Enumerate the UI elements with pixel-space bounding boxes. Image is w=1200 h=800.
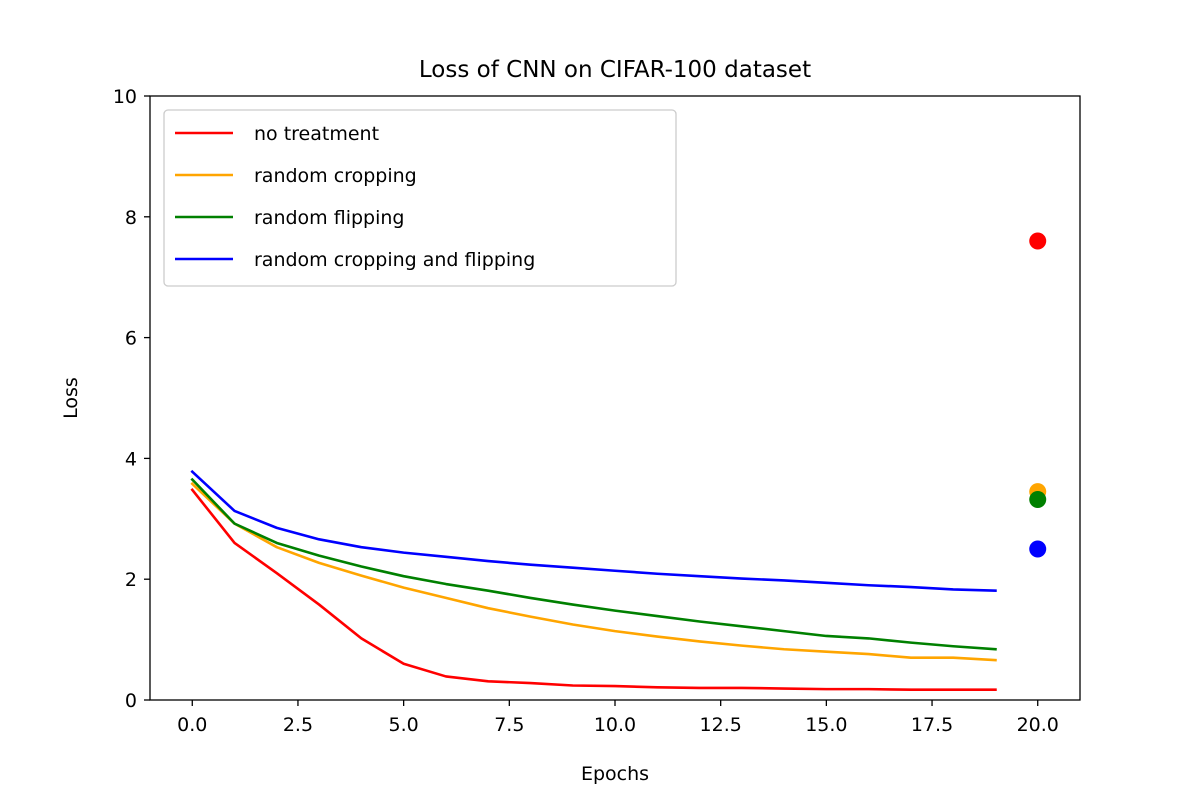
y-tick-label: 0 — [125, 690, 137, 712]
x-axis: 0.0 2.5 5.0 7.5 10.0 12.5 15.0 17.5 20.0 — [177, 700, 1059, 736]
x-axis-label: Epochs — [581, 763, 649, 785]
x-tick-label: 17.5 — [911, 714, 953, 736]
x-tick-label: 0.0 — [177, 714, 207, 736]
x-tick-label: 15.0 — [805, 714, 847, 736]
y-axis-label: Loss — [60, 377, 82, 419]
series-line-2 — [190, 481, 997, 662]
y-axis: 0 2 4 6 8 10 — [113, 86, 150, 712]
series-line-4 — [190, 469, 997, 593]
scatter-point-1 — [1029, 232, 1047, 250]
series-line-1 — [190, 487, 997, 692]
x-tick-label: 10.0 — [594, 714, 636, 736]
x-tick-label: 2.5 — [283, 714, 313, 736]
series-line-3 — [190, 477, 997, 651]
y-tick-label: 2 — [125, 569, 137, 591]
legend-label-3: random flipping — [254, 207, 404, 229]
scatter-point-3 — [1029, 490, 1047, 508]
legend-label-4: random cropping and flipping — [254, 249, 535, 271]
legend-label-1: no treatment — [254, 123, 379, 145]
y-tick-label: 8 — [125, 207, 137, 229]
y-tick-label: 6 — [125, 328, 137, 350]
x-tick-label: 7.5 — [494, 714, 524, 736]
legend: no treatment random cropping random flippi… — [163, 109, 677, 287]
plot-area — [190, 232, 1047, 692]
scatter-point-4 — [1029, 540, 1047, 558]
legend-box — [163, 109, 677, 287]
legend-label-2: random cropping — [254, 165, 417, 187]
x-tick-label: 12.5 — [700, 714, 742, 736]
y-tick-label: 10 — [113, 86, 137, 108]
chart-title: Loss of CNN on CIFAR-100 dataset — [419, 57, 811, 83]
x-tick-label: 20.0 — [1017, 714, 1059, 736]
x-tick-label: 5.0 — [389, 714, 419, 736]
y-tick-label: 4 — [125, 448, 137, 470]
